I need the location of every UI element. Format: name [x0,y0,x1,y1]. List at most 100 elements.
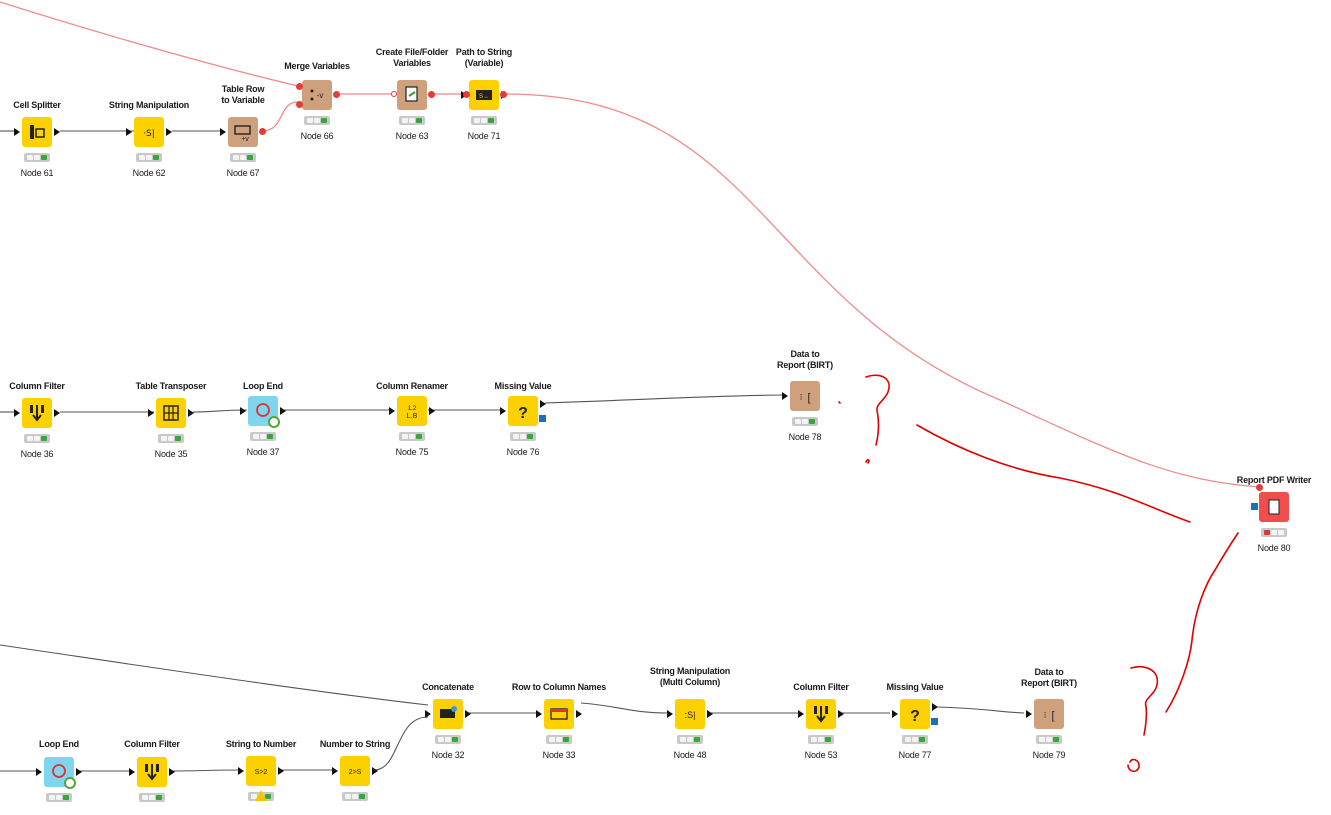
variable-input-port[interactable] [296,101,303,108]
node-body[interactable]: 1.2 L.B [397,396,427,426]
path-to-string-icon: S→ [476,90,492,100]
output-port[interactable] [54,409,60,417]
data-connection[interactable] [373,716,429,771]
node-body[interactable]: ? [508,396,538,426]
variable-output-port[interactable] [333,91,340,98]
data-connection[interactable] [192,409,248,413]
node-label: Node 36 [20,449,54,459]
variable-output-port[interactable] [500,91,507,98]
node-body[interactable] [1259,492,1289,522]
node-status-indicator [139,793,165,802]
variable-input-port[interactable] [1256,484,1263,491]
node-title: Path to String (Variable) [455,47,513,68]
input-port[interactable] [36,768,42,776]
node-label: Node 80 [1257,543,1291,553]
node-body[interactable] [22,117,52,147]
report-pdf-writer-icon [1268,499,1280,515]
node-body[interactable]: -v [302,80,332,110]
input-port[interactable] [240,407,246,415]
input-port[interactable] [1026,710,1032,718]
node-body[interactable] [806,699,836,729]
output-port[interactable] [932,703,938,711]
loop-end-icon [52,764,66,778]
variable-output-port[interactable] [259,128,266,135]
input-port[interactable] [14,409,20,417]
input-port[interactable] [148,409,154,417]
output-port[interactable] [188,409,194,417]
variable-input-port[interactable] [296,83,303,90]
node-body[interactable] [156,398,186,428]
input-port[interactable] [220,128,226,136]
output-port[interactable] [278,767,284,775]
node-status-indicator [792,417,818,426]
input-port[interactable] [238,767,244,775]
node-body[interactable]: ⁝[ [1034,699,1064,729]
table-output-port[interactable] [539,415,546,422]
output-port[interactable] [576,710,582,718]
output-port[interactable] [429,407,435,415]
svg-text:⁝: ⁝ [1044,710,1047,720]
node-body[interactable] [433,699,463,729]
data-connection[interactable] [544,394,783,404]
node-body[interactable] [137,757,167,787]
input-port[interactable] [14,128,20,136]
input-port[interactable] [389,407,395,415]
svg-text:?: ? [518,405,528,422]
node-title: Report PDF Writer [1236,475,1312,485]
node-body[interactable]: ⁝[ [790,381,820,411]
output-port[interactable] [280,407,286,415]
variable-connection[interactable] [0,1,299,87]
input-port[interactable] [782,392,788,400]
output-port[interactable] [166,128,172,136]
data-connection[interactable] [0,644,429,706]
variable-input-port[interactable] [463,91,470,98]
input-port[interactable] [667,710,673,718]
node-status-indicator [46,793,72,802]
output-port[interactable] [54,128,60,136]
input-port[interactable] [536,710,542,718]
table-output-port[interactable] [931,718,938,725]
node-title: Number to String [319,739,391,749]
input-port[interactable] [129,768,135,776]
node-body[interactable] [397,80,427,110]
input-port[interactable] [332,767,338,775]
output-port[interactable] [372,767,378,775]
node-body[interactable]: +v [228,117,258,147]
output-port[interactable] [540,400,546,408]
report-input-port[interactable] [1251,503,1258,510]
node-body[interactable]: 2>S [340,756,370,786]
output-port[interactable] [707,710,713,718]
input-port[interactable] [892,710,898,718]
data-connection[interactable] [936,706,1025,714]
node-body[interactable] [544,699,574,729]
output-port[interactable] [76,768,82,776]
input-port[interactable] [126,128,132,136]
output-port[interactable] [838,710,844,718]
input-port[interactable] [798,710,804,718]
variable-connection[interactable] [261,101,299,132]
handwritten-annotation [838,374,1239,773]
input-port[interactable] [500,407,506,415]
output-port[interactable] [169,768,175,776]
node-body[interactable]: S→ [469,80,499,110]
variable-output-port[interactable] [428,91,435,98]
node-body[interactable]: S>2 [246,756,276,786]
svg-text::S|: :S| [685,710,696,720]
node-title: Data to Report (BIRT) [1021,667,1077,688]
output-port[interactable] [465,710,471,718]
variable-connection[interactable] [504,93,1260,488]
input-port[interactable] [425,710,431,718]
node-title: Data to Report (BIRT) [777,349,833,370]
data-to-report-icon: ⁝[ [800,392,811,404]
data-connection[interactable] [580,702,671,714]
data-connection[interactable] [169,769,241,772]
node-body[interactable]: ·S| [134,117,164,147]
svg-text:[: [ [1051,710,1054,722]
node-body[interactable]: ? [900,699,930,729]
variable-input-port[interactable] [391,91,397,97]
node-title: Merge Variables [284,61,350,71]
node-body[interactable]: :S| [675,699,705,729]
node-title: String to Number [225,739,297,749]
node-body[interactable] [22,398,52,428]
